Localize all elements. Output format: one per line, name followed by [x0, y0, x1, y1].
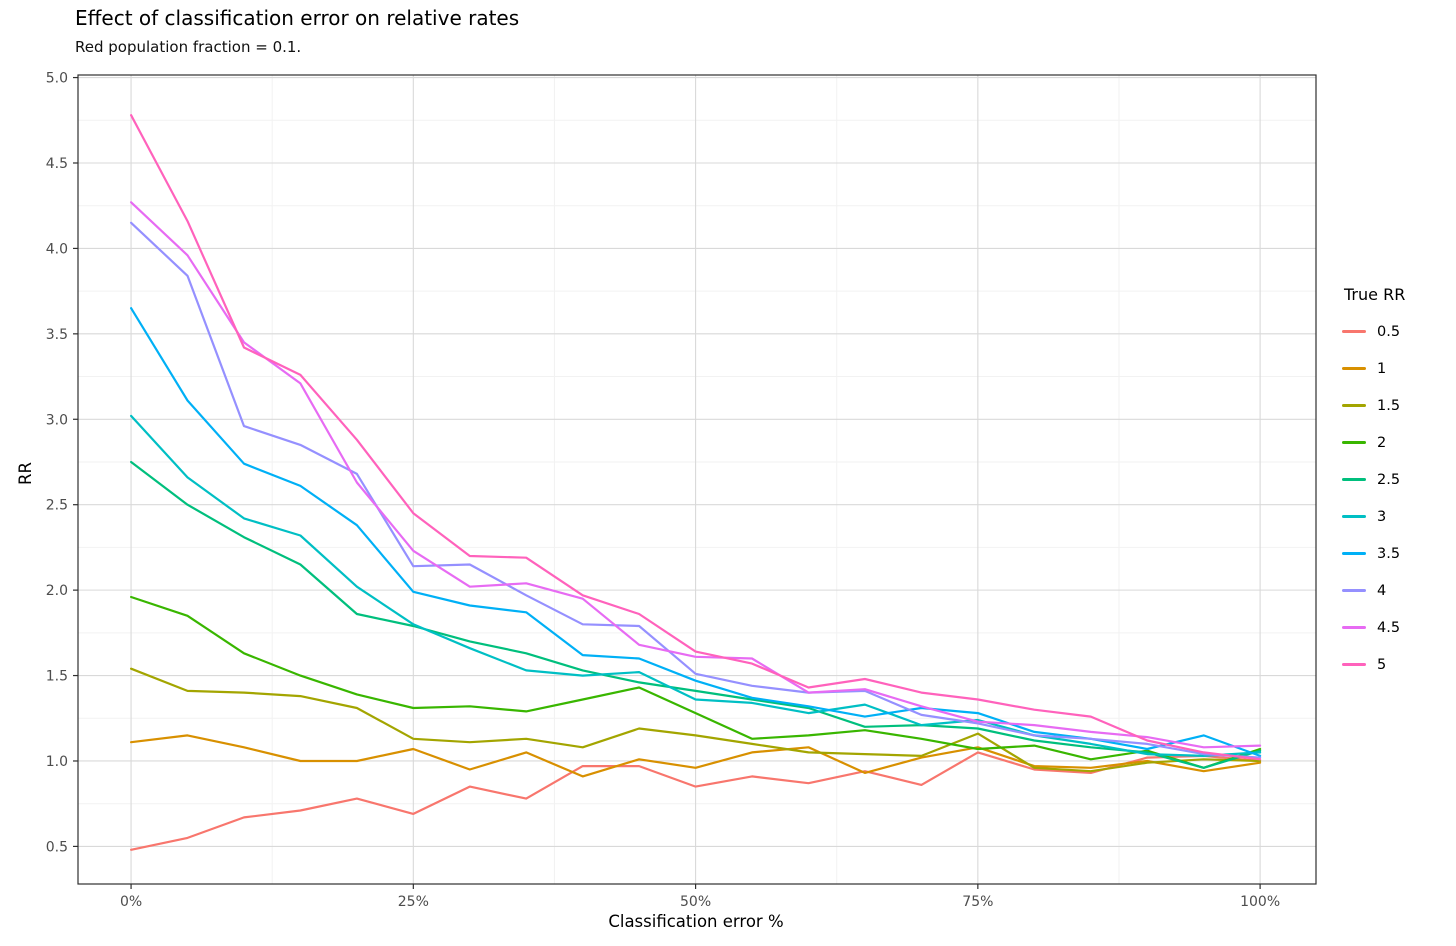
y-axis-title: RR: [15, 462, 35, 485]
y-tick-label: 4.5: [46, 156, 68, 172]
legend-label: 4: [1377, 582, 1387, 599]
series-line-5: [130, 114, 1262, 761]
legend-entry-2: 2: [1342, 431, 1405, 454]
chart-subtitle: Red population fraction = 0.1.: [75, 38, 302, 56]
legend-label: 0.5: [1377, 323, 1401, 340]
y-tick-label: 3.0: [46, 412, 68, 428]
legend-label: 3: [1377, 508, 1387, 525]
legend-entry-5: 5: [1342, 653, 1405, 676]
legend: True RR 0.5 1 1.5 2 2.5 3 3.5 4 4.5 5: [1342, 285, 1405, 690]
y-tick-label: 4.0: [46, 241, 68, 257]
legend-title: True RR: [1344, 285, 1406, 304]
x-tick-label: 75%: [962, 894, 993, 910]
legend-swatch-icon: [1342, 515, 1366, 518]
series-line-4.5: [130, 201, 1262, 749]
legend-entries: 0.5 1 1.5 2 2.5 3 3.5 4 4.5 5: [1342, 320, 1405, 676]
legend-swatch-icon: [1342, 441, 1366, 444]
legend-entry-0.5: 0.5: [1342, 320, 1405, 343]
chart-title: Effect of classification error on relati…: [75, 6, 520, 30]
x-tick-label: 50%: [680, 894, 711, 910]
legend-entry-2.5: 2.5: [1342, 468, 1405, 491]
legend-label: 2.5: [1377, 471, 1401, 488]
legend-label: 5: [1377, 656, 1387, 673]
legend-entry-4.5: 4.5: [1342, 616, 1405, 639]
y-tick-label: 1.0: [46, 754, 68, 770]
series-line-1: [130, 734, 1262, 778]
legend-swatch-icon: [1342, 663, 1366, 666]
legend-swatch-icon: [1342, 552, 1366, 555]
panel-border: [77, 74, 1317, 885]
legend-swatch-icon: [1342, 330, 1366, 333]
y-tick-label: 2.5: [46, 498, 68, 514]
legend-entry-1: 1: [1342, 357, 1405, 380]
legend-label: 4.5: [1377, 619, 1401, 636]
legend-swatch-icon: [1342, 589, 1366, 592]
legend-entry-4: 4: [1342, 579, 1405, 602]
legend-label: 3.5: [1377, 545, 1401, 562]
legend-entry-3: 3: [1342, 505, 1405, 528]
legend-swatch-icon: [1342, 626, 1366, 629]
x-tick-label: 25%: [398, 894, 429, 910]
series-line-2.5: [130, 460, 1262, 769]
legend-entry-1.5: 1.5: [1342, 394, 1405, 417]
legend-label: 1: [1377, 360, 1387, 377]
y-tick-label: 1.5: [46, 669, 68, 685]
legend-label: 1.5: [1377, 397, 1401, 414]
y-tick-label: 2.0: [46, 583, 68, 599]
legend-swatch-icon: [1342, 478, 1366, 481]
y-tick-label: 5.0: [46, 71, 68, 87]
y-tick-label: 3.5: [46, 327, 68, 343]
legend-swatch-icon: [1342, 367, 1366, 370]
series-line-4: [130, 221, 1262, 759]
legend-swatch-icon: [1342, 404, 1366, 407]
legend-label: 2: [1377, 434, 1387, 451]
series-line-0.5: [130, 751, 1262, 851]
series-line-3: [130, 414, 1262, 758]
series-line-2: [130, 595, 1262, 769]
x-tick-label: 0%: [120, 894, 142, 910]
x-tick-label: 100%: [1240, 894, 1280, 910]
series-line-1.5: [130, 667, 1262, 773]
series-line-3.5: [130, 307, 1262, 758]
legend-entry-3.5: 3.5: [1342, 542, 1405, 565]
x-axis-title: Classification error %: [608, 912, 784, 931]
y-tick-label: 0.5: [46, 839, 68, 855]
